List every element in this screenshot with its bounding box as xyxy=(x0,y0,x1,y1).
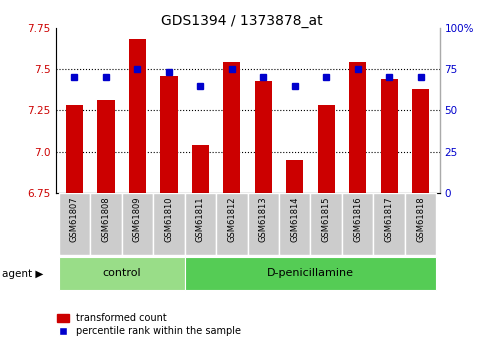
Legend: transformed count, percentile rank within the sample: transformed count, percentile rank withi… xyxy=(53,309,245,340)
Bar xyxy=(349,62,366,193)
Bar xyxy=(129,39,146,193)
Text: D-penicillamine: D-penicillamine xyxy=(267,268,354,278)
Bar xyxy=(381,79,398,193)
Bar xyxy=(223,62,241,193)
Bar xyxy=(59,257,185,290)
Text: GSM61810: GSM61810 xyxy=(164,196,173,242)
Bar xyxy=(373,193,405,255)
Text: GSM61815: GSM61815 xyxy=(322,196,331,242)
Text: GSM61813: GSM61813 xyxy=(259,196,268,242)
Bar xyxy=(192,145,209,193)
Bar xyxy=(97,100,114,193)
Bar xyxy=(248,193,279,255)
Bar xyxy=(286,160,303,193)
Bar xyxy=(185,193,216,255)
Bar xyxy=(153,193,185,255)
Bar xyxy=(255,81,272,193)
Bar xyxy=(311,193,342,255)
Bar xyxy=(160,76,178,193)
Text: GSM61817: GSM61817 xyxy=(384,196,394,242)
Text: control: control xyxy=(102,268,141,278)
Bar xyxy=(317,106,335,193)
Bar xyxy=(216,193,248,255)
Bar xyxy=(122,193,153,255)
Text: GSM61808: GSM61808 xyxy=(101,196,111,242)
Bar xyxy=(59,193,90,255)
Text: GSM61816: GSM61816 xyxy=(353,196,362,242)
Bar xyxy=(412,89,429,193)
Bar xyxy=(66,106,83,193)
Text: GSM61812: GSM61812 xyxy=(227,196,236,242)
Bar xyxy=(342,193,373,255)
Bar xyxy=(279,193,311,255)
Text: GSM61814: GSM61814 xyxy=(290,196,299,242)
Text: GSM61811: GSM61811 xyxy=(196,196,205,242)
Bar xyxy=(90,193,122,255)
Text: GDS1394 / 1373878_at: GDS1394 / 1373878_at xyxy=(161,14,322,28)
Text: GSM61809: GSM61809 xyxy=(133,196,142,242)
Text: GSM61807: GSM61807 xyxy=(70,196,79,242)
Bar xyxy=(405,193,436,255)
Text: agent ▶: agent ▶ xyxy=(2,269,44,279)
Bar xyxy=(185,257,436,290)
Text: GSM61818: GSM61818 xyxy=(416,196,425,242)
